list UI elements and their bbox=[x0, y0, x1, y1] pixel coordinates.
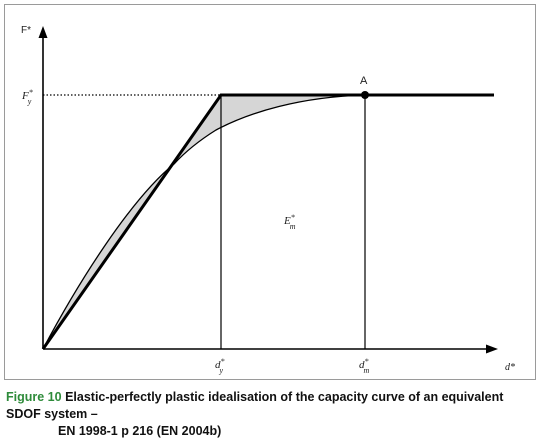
capacity-curve-diagram: F* F* y A E* m d* y d* m d* bbox=[21, 25, 515, 375]
x-axis-arrow bbox=[486, 344, 498, 354]
bilinear-idealisation bbox=[41, 93, 494, 350]
capacity-curve bbox=[42, 94, 366, 350]
point-a-marker bbox=[361, 91, 369, 99]
shaded-area-upper bbox=[174, 95, 365, 164]
y-axis-label: F* bbox=[21, 25, 31, 36]
y-axis-arrow bbox=[38, 26, 48, 38]
fy-label: F* y bbox=[21, 88, 33, 106]
point-a-label: A bbox=[360, 75, 368, 87]
figure-frame bbox=[4, 4, 536, 380]
caption-text-line2: EN 1998-1 p 216 (EN 2004b) bbox=[58, 424, 222, 438]
figure-caption: Figure 10 Elastic-perfectly plastic idea… bbox=[6, 389, 540, 440]
dy-label: d* y bbox=[215, 357, 225, 375]
dm-label: d* m bbox=[359, 357, 370, 375]
caption-text-line1: Elastic-perfectly plastic idealisation o… bbox=[6, 390, 504, 421]
x-axis-label: d* bbox=[505, 362, 515, 373]
em-label: E* m bbox=[283, 213, 296, 231]
figure-number: Figure 10 bbox=[6, 390, 62, 404]
